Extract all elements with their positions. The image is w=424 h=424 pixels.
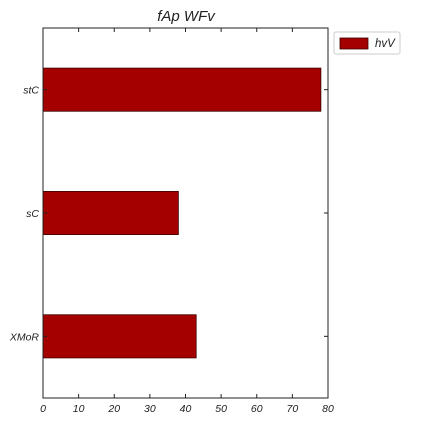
x-tick-label: 80 xyxy=(322,403,334,415)
x-tick-label: 30 xyxy=(144,403,156,415)
x-tick-label: 60 xyxy=(251,403,263,415)
legend-swatch xyxy=(340,38,368,49)
x-tick-label: 0 xyxy=(40,403,46,415)
chart-title: fAp WFv xyxy=(157,8,216,25)
y-tick-label: XMoR xyxy=(9,331,40,343)
x-tick-label: 20 xyxy=(107,403,120,415)
x-tick-label: 40 xyxy=(180,403,192,415)
x-tick-label: 70 xyxy=(287,403,299,415)
bars-layer xyxy=(43,68,321,358)
x-tick-label: 10 xyxy=(73,403,85,415)
bar-sc xyxy=(43,191,178,234)
legend-label: hvV xyxy=(375,38,396,50)
y-tick-label: sC xyxy=(26,208,39,220)
bar-xmor xyxy=(43,315,196,358)
x-tick-label: 50 xyxy=(215,403,227,415)
bar-stc xyxy=(43,68,321,111)
legend: hvV xyxy=(334,32,400,54)
y-tick-label: stC xyxy=(23,85,39,97)
